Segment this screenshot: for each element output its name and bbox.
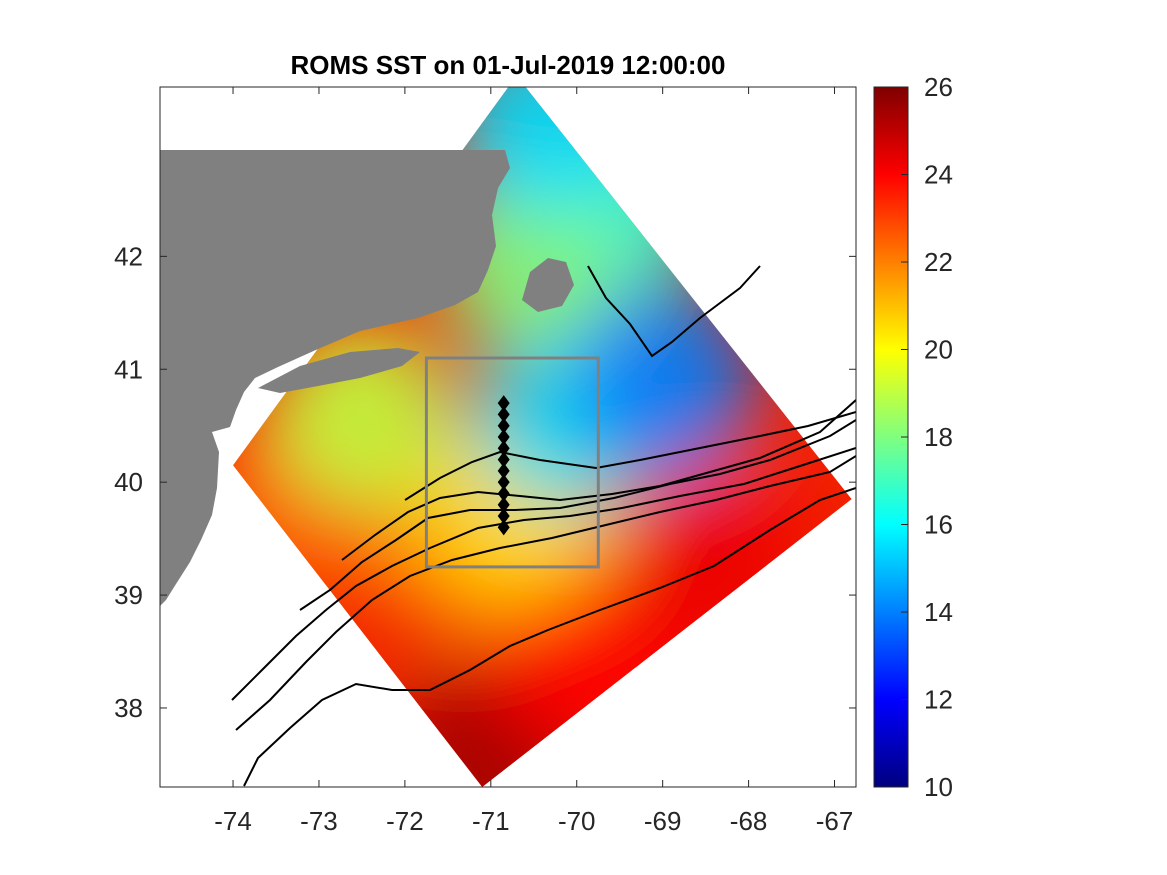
- y-tick-label: 40: [114, 467, 143, 497]
- sst-sample: [567, 285, 758, 476]
- transect-point: [497, 496, 510, 513]
- isobath-shelf-1: [341, 399, 856, 561]
- x-tick-label: -71: [472, 806, 510, 836]
- x-tick-label: -67: [816, 806, 854, 836]
- y-tick-label: 39: [114, 580, 143, 610]
- transect-point: [497, 417, 510, 434]
- axes-frame: [159, 86, 857, 788]
- chart-title: ROMS SST on 01-Jul-2019 12:00:00: [291, 50, 726, 80]
- colorbar: 10 12 14 16 18 20 22 24 26: [873, 72, 953, 802]
- map-axes: -74 -73 -72 -71 -70 -69 -68 -67 38 39 40 41 42: [114, 86, 857, 836]
- transect-point: [497, 440, 510, 457]
- isobath-gulf-maine: [587, 265, 761, 358]
- transect-markers: [497, 395, 510, 536]
- transect-point: [497, 474, 510, 491]
- study-region-box: [424, 356, 600, 569]
- land-long-island: [258, 348, 420, 393]
- x-tick-label: -70: [558, 806, 596, 836]
- transect-point: [497, 406, 510, 423]
- isobath-shelf-3: [231, 447, 856, 701]
- x-tick-label: -68: [730, 806, 768, 836]
- y-tick-label: 41: [114, 354, 143, 384]
- colorbar-tick-label: 18: [924, 422, 953, 452]
- colorbar-tick-label: 20: [924, 335, 953, 365]
- land-mask: [160, 150, 574, 606]
- y-tick-label: 38: [114, 693, 143, 723]
- colorbar-tick-label: 22: [924, 247, 953, 277]
- colorbar-tick-label: 14: [924, 597, 953, 627]
- colorbar-tick-label: 24: [924, 160, 953, 190]
- isobath-slope-1: [235, 455, 856, 731]
- colorbar-ticks: 10 12 14 16 18 20 22 24 26: [901, 72, 953, 802]
- x-axis-ticks: -74 -73 -72 -71 -70 -69 -68 -67: [214, 87, 853, 836]
- sst-field: [233, 87, 852, 787]
- y-axis-ticks: 38 39 40 41 42: [114, 241, 856, 723]
- colorbar-tick-label: 26: [924, 72, 953, 102]
- x-tick-label: -69: [644, 806, 682, 836]
- isobath-upper: [404, 411, 856, 501]
- y-tick-label: 42: [114, 241, 143, 271]
- x-tick-label: -73: [300, 806, 338, 836]
- x-tick-label: -74: [214, 806, 252, 836]
- isobath-shelf-2: [299, 419, 856, 611]
- colorbar-tick-label: 12: [924, 685, 953, 715]
- transect-point: [497, 485, 510, 502]
- land-cape-cod: [522, 258, 574, 312]
- bathymetry-contours: [231, 265, 856, 787]
- transect-point: [497, 395, 510, 412]
- colorbar-tick-label: 10: [924, 772, 953, 802]
- colorbar-tick-label: 16: [924, 510, 953, 540]
- transect-point: [497, 462, 510, 479]
- transect-point: [497, 451, 510, 468]
- transect-point: [497, 429, 510, 445]
- isobath-slope-2: [243, 487, 856, 787]
- x-tick-label: -72: [386, 806, 424, 836]
- transect-point: [497, 519, 510, 536]
- land-mainland: [160, 150, 510, 606]
- transect-point: [497, 508, 510, 525]
